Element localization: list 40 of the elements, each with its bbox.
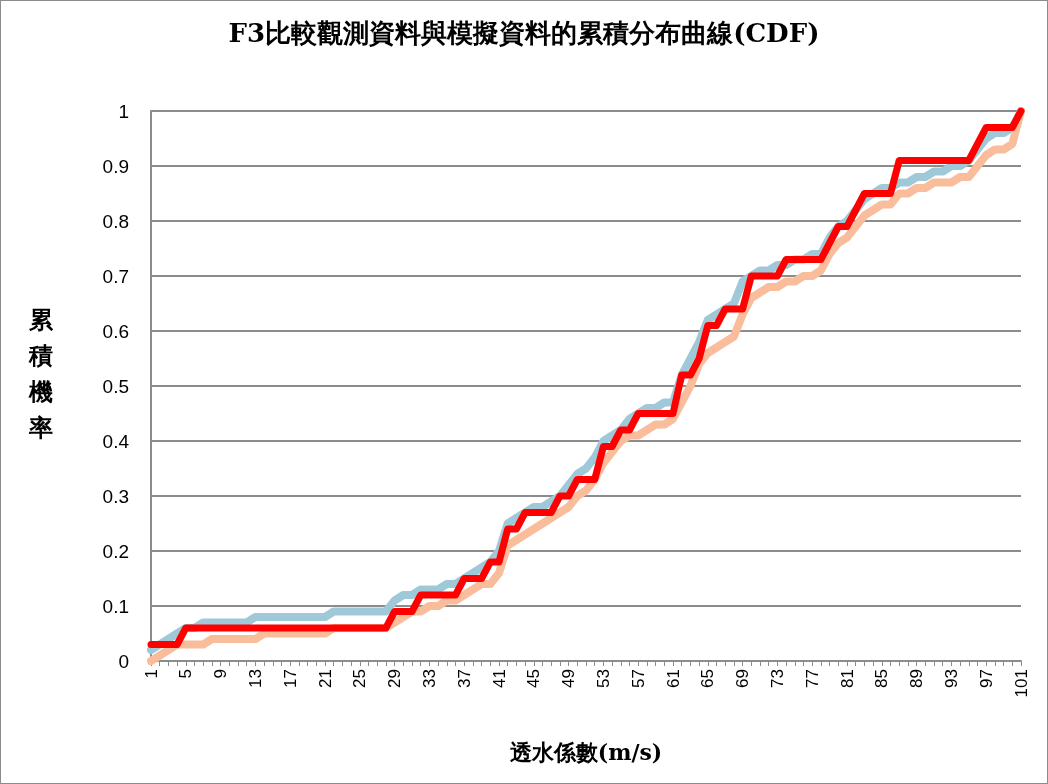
y-axis-title: 累積機率 [28,304,54,442]
y-tick-label: 0.6 [102,320,129,342]
x-tick-label: 93 [941,669,961,688]
x-tick-label: 77 [802,669,822,688]
y-tick-label: 0.9 [102,155,129,177]
x-tick-label: 61 [663,669,683,688]
x-tick-label: 49 [559,669,579,688]
y-tick-label: 1 [118,100,129,122]
x-tick-label: 29 [385,669,405,688]
x-tick-label: 37 [454,669,474,688]
x-tick-label: 13 [245,669,265,688]
x-tick-label: 33 [419,669,439,688]
y-tick-label: 0.2 [102,540,129,562]
x-tick-label: 69 [733,669,753,688]
x-tick-label: 17 [280,669,300,688]
y-tick-label: 0.3 [102,485,129,507]
x-tick-label: 89 [907,669,927,688]
y-tick-label: 0.7 [102,265,129,287]
x-tick-label: 53 [593,669,613,688]
x-tick-label: 25 [350,669,370,688]
x-tick-label: 57 [628,669,648,688]
x-axis-title: 透水係數(m/s) [509,739,663,765]
y-tick-label: 0.5 [102,375,129,397]
x-tick-label: 5 [176,669,196,679]
x-tick-label: 41 [489,669,509,688]
x-tick-label: 85 [872,669,892,688]
x-tick-label: 101 [1011,669,1031,698]
y-tick-label: 0 [118,650,129,672]
x-tick-label: 21 [315,669,335,688]
x-tick-label: 45 [524,669,544,688]
x-tick-label: 73 [767,669,787,688]
x-tick-label: 81 [837,669,857,688]
x-tick-label: 65 [698,669,718,688]
x-tick-label: 97 [976,669,996,688]
y-tick-label: 0.1 [102,595,129,617]
x-tick-label: 1 [141,669,161,679]
x-tick-label: 9 [211,669,231,679]
y-tick-label: 0.8 [102,210,129,232]
chart-title: F3比較觀測資料與模擬資料的累積分布曲線(CDF) [228,18,820,48]
y-tick-label: 0.4 [102,430,130,452]
